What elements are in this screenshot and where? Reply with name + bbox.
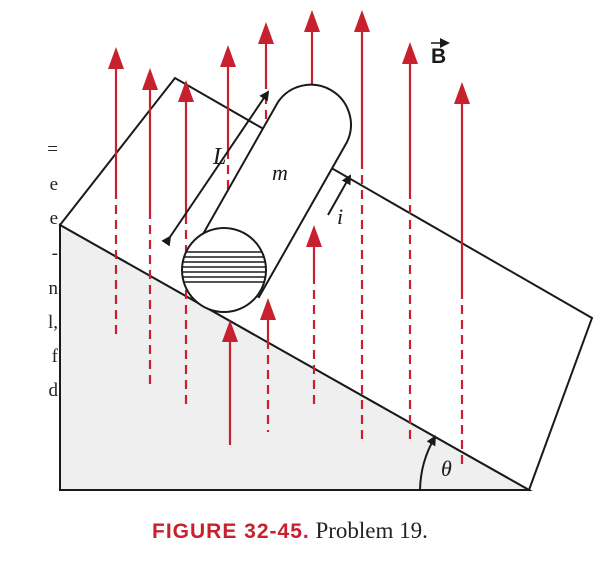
edge-fragment: - bbox=[51, 243, 58, 264]
field-symbol: B bbox=[431, 45, 446, 68]
field-arrowhead-icon bbox=[304, 10, 320, 32]
edge-fragment: e bbox=[49, 174, 58, 195]
edge-fragment: e bbox=[49, 208, 58, 229]
figure-reference: Problem 19. bbox=[315, 518, 428, 543]
field-arrowhead-icon bbox=[306, 225, 322, 247]
figure-caption: FIGURE 32-45. Problem 19. bbox=[152, 518, 428, 544]
edge-fragment: f bbox=[51, 346, 58, 367]
current-arrow bbox=[327, 174, 351, 216]
length-arrow bbox=[161, 90, 270, 247]
ramp-front-face bbox=[59, 223, 533, 491]
field-arrowhead-icon bbox=[354, 10, 370, 32]
field-arrowhead-icon bbox=[260, 298, 276, 320]
field-arrowhead-icon bbox=[258, 22, 274, 44]
end-face-shading bbox=[182, 251, 266, 283]
current-label: i bbox=[337, 204, 343, 229]
field-label: B bbox=[431, 38, 450, 68]
field-arrowhead-icon bbox=[402, 42, 418, 64]
field-arrowhead-icon bbox=[220, 45, 236, 67]
field-arrowhead-icon bbox=[108, 47, 124, 69]
angle-label: θ bbox=[441, 456, 452, 481]
angle-arc bbox=[419, 435, 437, 491]
edge-fragment: d bbox=[48, 380, 59, 401]
field-arrowhead-icon bbox=[222, 320, 238, 342]
field-arrowhead-icon bbox=[454, 82, 470, 104]
edge-fragment: l, bbox=[47, 312, 58, 333]
mass-label: m bbox=[272, 160, 288, 185]
length-label: L bbox=[212, 144, 226, 170]
edge-fragment: = bbox=[47, 139, 58, 160]
edge-fragment: n bbox=[48, 278, 59, 299]
figure-label: FIGURE 32-45. bbox=[152, 520, 310, 543]
cylinder-end-face bbox=[181, 227, 267, 313]
field-arrowhead-icon bbox=[142, 68, 158, 90]
